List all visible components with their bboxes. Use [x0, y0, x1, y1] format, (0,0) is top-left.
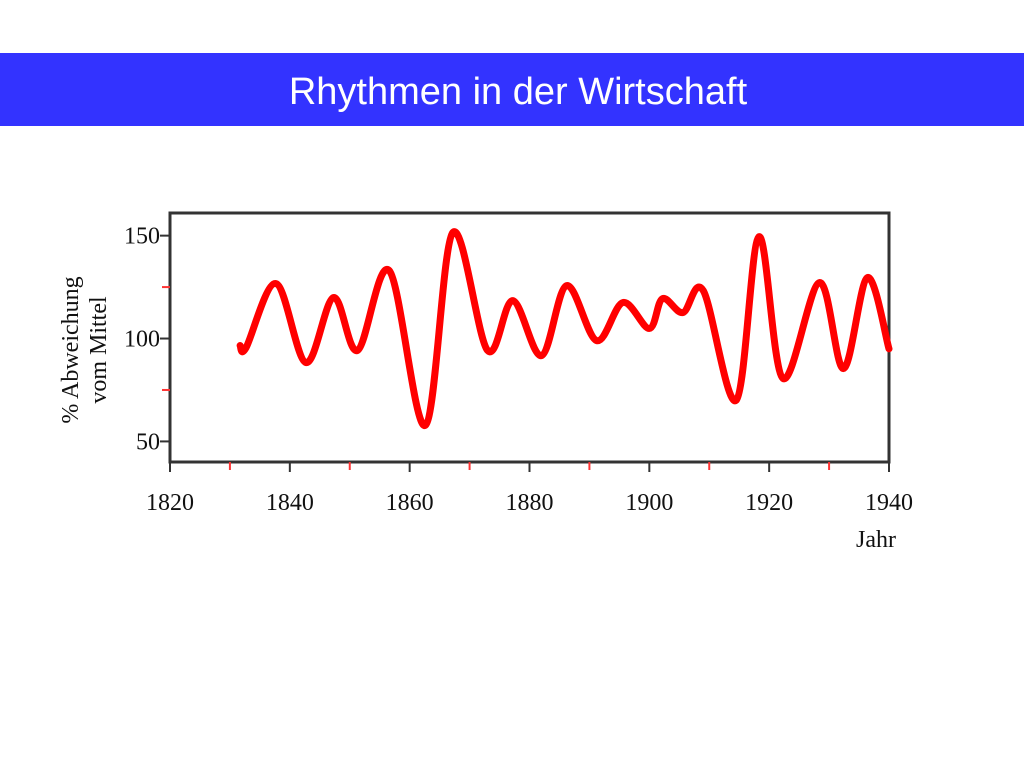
- y-label-line: % Abweichung: [58, 276, 84, 423]
- y-tick-label: 150: [124, 224, 160, 250]
- x-tick-label: 1920: [745, 490, 793, 516]
- y-tick-label: 100: [124, 327, 160, 353]
- y-label-line: vom Mittel: [86, 296, 112, 404]
- x-tick-label: 1900: [625, 490, 673, 516]
- slide-title: Rhythmen in der Wirtschaft: [289, 71, 748, 113]
- x-tick-label: 1840: [266, 490, 314, 516]
- x-tick-label: 1860: [386, 490, 434, 516]
- title-bar: [0, 53, 1024, 126]
- y-tick-label: 50: [136, 429, 160, 455]
- y-axis-label: % Abweichung vom Mittel: [58, 276, 112, 423]
- data-line: [236, 228, 893, 429]
- x-axis-label: Jahr: [856, 527, 896, 553]
- x-tick-label: 1880: [506, 490, 554, 516]
- x-tick-label: 1820: [146, 490, 194, 516]
- x-tick-label: 1940: [865, 490, 913, 516]
